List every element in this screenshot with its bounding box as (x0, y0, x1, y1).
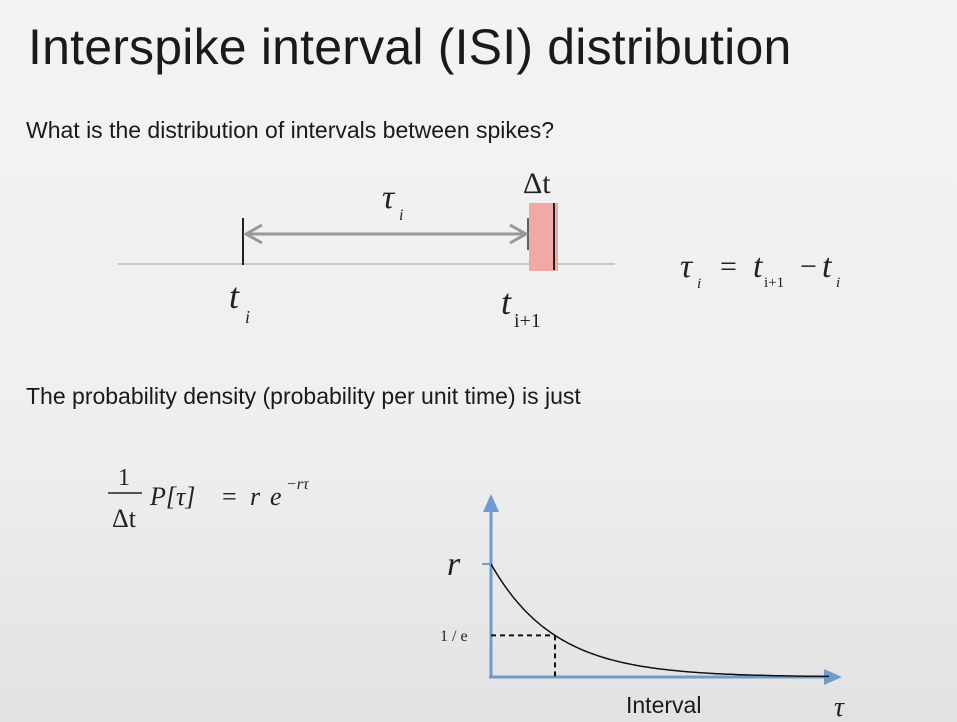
isi-tau-sub: i (697, 276, 701, 292)
x-axis-symbol: τ (834, 692, 845, 722)
arrowhead-left (242, 223, 263, 245)
question-text: What is the distribution of intervals be… (26, 117, 554, 143)
tau-sub: i (399, 207, 403, 224)
isi-t1: t (753, 248, 764, 285)
exponential-decay-curve (490, 563, 829, 678)
density-equals: = (222, 482, 237, 511)
t-next-sub: i+1 (514, 310, 541, 332)
isi-chart: r 1 / e Interval τ (440, 494, 845, 722)
isi-minus: − (800, 250, 817, 283)
density-r: r (250, 482, 261, 511)
t-next-label: t (501, 282, 512, 322)
delta-t-label: Δt (523, 167, 551, 200)
isi-t2: t (822, 248, 833, 285)
fraction-numerator: 1 (118, 465, 130, 491)
y-tick-label-1-over-e: 1 / e (440, 628, 468, 645)
y-tick-label-r: r (447, 546, 461, 583)
slide-title: Interspike interval (ISI) distribution (28, 19, 792, 75)
t-i-sub: i (245, 307, 250, 327)
isi-formula: τ i = t i+1 − t i (680, 248, 840, 292)
y-axis-arrowhead (483, 494, 499, 512)
tau-label: τ (382, 179, 396, 216)
isi-t2-sub: i (836, 275, 840, 291)
isi-t1-sub: i+1 (764, 275, 784, 291)
arrowhead-right (509, 223, 530, 245)
density-formula: 1 Δt P[τ] = r e −rτ (108, 465, 310, 533)
density-p: P[τ] (149, 482, 195, 511)
t-i-label: t (229, 276, 240, 316)
isi-tau: τ (680, 248, 694, 285)
spike-diagram: Δt τ i t i t i+1 (118, 167, 615, 332)
density-exponent: −rτ (286, 476, 310, 493)
density-e: e (270, 482, 282, 511)
x-axis-arrowhead (824, 669, 842, 685)
isi-equals: = (720, 250, 737, 283)
x-axis-label: Interval (626, 692, 701, 718)
density-text: The probability density (probability per… (26, 383, 581, 409)
fraction-denominator: Δt (112, 504, 137, 533)
